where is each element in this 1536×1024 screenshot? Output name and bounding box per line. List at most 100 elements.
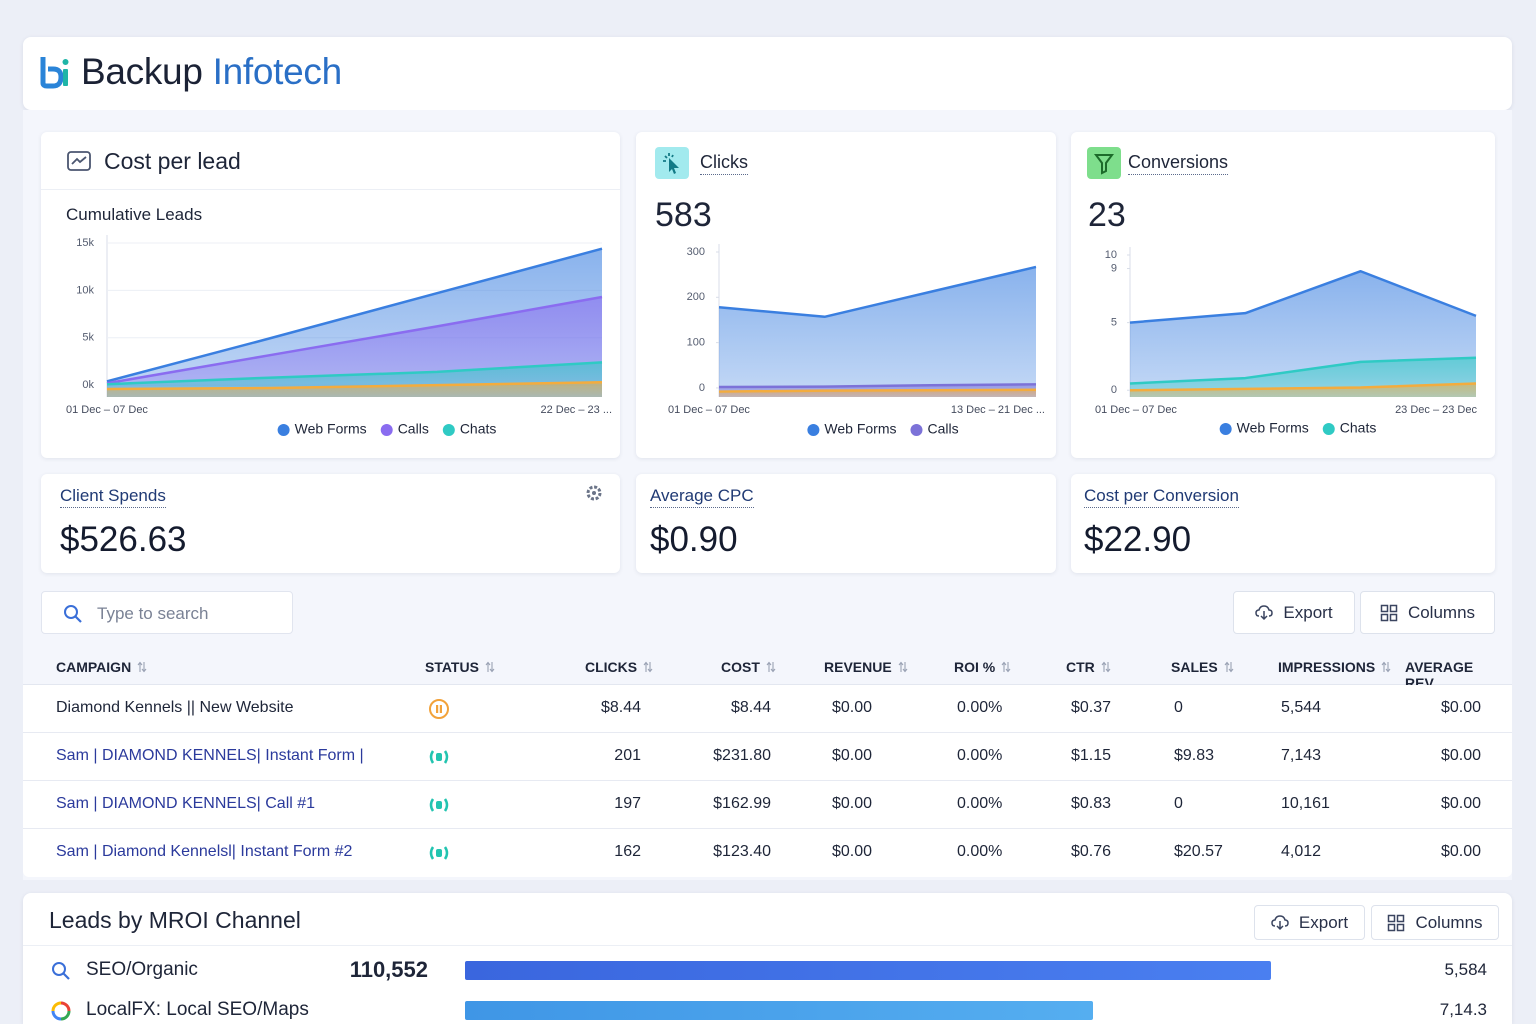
- columns-icon: [1380, 604, 1398, 621]
- search-box[interactable]: Type to search: [41, 591, 293, 634]
- x-tick-label: 01 Dec – 07 Dec: [66, 404, 148, 416]
- sort-arrows: [1001, 661, 1011, 673]
- column-header[interactable]: STATUS: [425, 659, 495, 675]
- y-tick-label: 0: [699, 382, 705, 394]
- table-cell: Diamond Kennels || New Website: [56, 699, 294, 716]
- table-row[interactable]: Sam | DIAMOND KENNELS| Call #1 197 $162.99…: [23, 781, 1512, 829]
- columns-button[interactable]: Columns: [1360, 591, 1495, 634]
- legend-label: Web Forms: [824, 421, 896, 437]
- cursor: [669, 158, 679, 174]
- legend-dot: [277, 424, 290, 436]
- column-header[interactable]: CLICKS: [585, 659, 653, 675]
- column-header[interactable]: COST: [721, 659, 776, 675]
- legend-label: Chats: [1340, 420, 1377, 436]
- export-button[interactable]: Export: [1233, 591, 1355, 634]
- column-label: COST: [721, 659, 760, 675]
- arc: [51, 1001, 62, 1012]
- status-waves: [429, 798, 449, 812]
- x-tick-label: 01 Dec – 07 Dec: [668, 404, 750, 416]
- table-cell: 0: [1174, 795, 1183, 812]
- y-tick-label: 9: [1111, 262, 1117, 274]
- table-cell: 197: [614, 795, 641, 812]
- table-row[interactable]: Diamond Kennels || New Website $8.44 $8.44…: [23, 685, 1512, 733]
- column-label: SALES: [1171, 659, 1218, 675]
- legend: Web Forms Calls Chats: [277, 421, 496, 437]
- export-icon: [1271, 914, 1289, 930]
- channel-bar: [465, 961, 1271, 980]
- icon-path: [1388, 914, 1405, 931]
- column-header[interactable]: ROI %: [954, 659, 1011, 675]
- table-cell: $0.00: [832, 699, 873, 716]
- pause-bar: [436, 705, 439, 713]
- sort-icon: [1001, 661, 1011, 673]
- column-header[interactable]: SALES: [1171, 659, 1234, 675]
- card-title: Clicks: [700, 152, 748, 175]
- search-placeholder: Type to search: [97, 604, 209, 623]
- table-cell: $8.44: [730, 699, 771, 716]
- columns-icon: [1388, 914, 1405, 931]
- line: [106, 381, 603, 391]
- columns-button[interactable]: Columns: [1371, 905, 1499, 940]
- kpi-value: $526.63: [60, 520, 187, 559]
- channel-name: LocalFX: Local SEO/Maps: [86, 999, 309, 1020]
- channel-value: 7,14.3: [1439, 1000, 1487, 1019]
- legend-label: Web Forms: [295, 421, 367, 437]
- channel-leads: 110,552: [349, 957, 428, 982]
- arc: [60, 1010, 71, 1021]
- legend-label: Calls: [398, 421, 429, 437]
- logo: [40, 57, 69, 89]
- table-cell: $8.44: [600, 699, 641, 716]
- sort-icon: [766, 661, 776, 673]
- column-header[interactable]: CAMPAIGN: [56, 659, 147, 675]
- brand-name: Backup: [81, 51, 203, 92]
- column-header[interactable]: IMPRESSIONS: [1278, 659, 1391, 675]
- divider: [23, 945, 1512, 946]
- kpi-value: $22.90: [1084, 520, 1192, 559]
- sort-icon: [1101, 661, 1111, 673]
- brand-accent: Infotech: [212, 51, 343, 92]
- table-cell: 162: [614, 843, 641, 860]
- table-cell: 10,161: [1281, 795, 1330, 812]
- table-row[interactable]: Sam | Diamond Kennelsl| Instant Form #2 1…: [23, 829, 1512, 877]
- column-header[interactable]: CTR: [1066, 659, 1111, 675]
- table-row[interactable]: Sam | DIAMOND KENNELS| Instant Form | 201…: [23, 733, 1512, 781]
- line: [718, 383, 1037, 389]
- legend-dot: [1322, 423, 1335, 435]
- y-tick-label: 300: [687, 246, 705, 258]
- table-cell: $0.00: [832, 795, 873, 812]
- table-cell: $0.00: [1440, 843, 1481, 860]
- kpi-card: Client Spends $526.63: [41, 474, 620, 573]
- settings-icon[interactable]: [585, 484, 603, 502]
- legend-dot: [807, 424, 820, 436]
- chart: 0k 5k 10k 15k 01 Dec – 07 Dec 22 Dec – 23 ...…: [66, 235, 612, 437]
- line: [106, 361, 603, 386]
- kpi-label: Cost per Conversion: [1084, 486, 1239, 508]
- table-cell: 0.00%: [957, 843, 1003, 860]
- y-tick-label: 0: [1111, 384, 1117, 396]
- funnel: [1094, 154, 1114, 175]
- icon-box: [1087, 147, 1121, 179]
- legend-dot: [442, 424, 455, 436]
- channel-value: 5,584: [1444, 960, 1487, 979]
- column-label: REVENUE: [824, 659, 892, 675]
- kpi-value: $0.90: [650, 520, 738, 559]
- kpi-label: Client Spends: [60, 486, 166, 508]
- column-header[interactable]: REVENUE: [824, 659, 908, 675]
- conversions-card: Conversions 23 10 5 9 0 01 Dec – 07 Dec 23 De…: [1071, 132, 1495, 458]
- line: [718, 265, 1037, 319]
- channel-bar: [465, 1001, 1093, 1020]
- button-label: Export: [1298, 912, 1349, 932]
- y-tick-label: 100: [687, 337, 705, 349]
- table-cell: Sam | Diamond Kennelsl| Instant Form #2: [56, 843, 353, 860]
- click-icon: [663, 153, 679, 174]
- kpi-card: Cost per Conversion $22.90: [1071, 474, 1495, 573]
- x-tick-label: 22 Dec – 23 ...: [540, 404, 612, 416]
- icon-path: [1271, 914, 1289, 930]
- y-tick-label: 15k: [76, 237, 94, 249]
- export-button[interactable]: Export: [1254, 905, 1365, 940]
- export-icon: [1255, 604, 1274, 620]
- divider: [41, 189, 620, 190]
- chart: 0 100 200 300 01 Dec – 07 Dec 13 Dec – 21 Dec…: [668, 244, 1045, 437]
- button-label: Columns: [1407, 602, 1476, 622]
